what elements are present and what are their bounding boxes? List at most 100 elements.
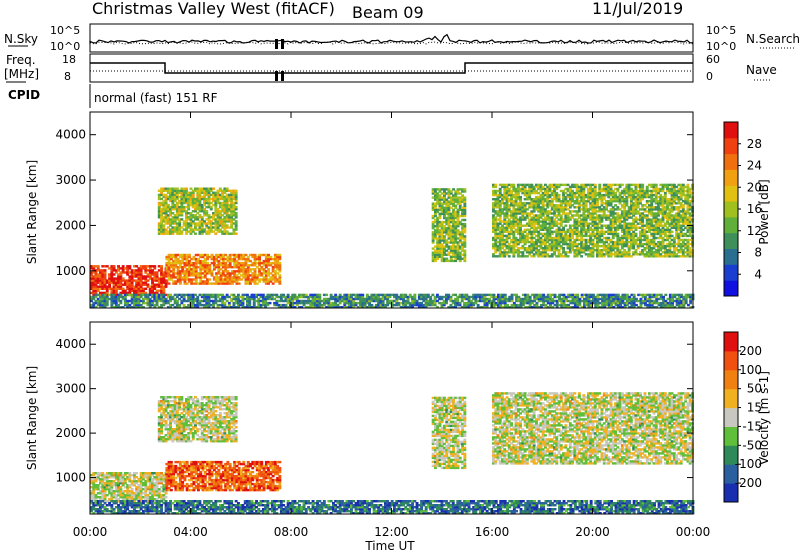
nave-tick-bottom: 0 <box>706 70 713 83</box>
power-cell <box>612 237 615 239</box>
power-cell <box>235 208 238 210</box>
power-cell <box>221 294 224 296</box>
power-cell <box>180 233 183 235</box>
noise-gap-marker <box>275 39 278 49</box>
noise-right-tick-bottom: 10^0 <box>706 40 736 53</box>
power-cell <box>596 202 599 204</box>
power-cell <box>128 265 131 267</box>
power-cell <box>585 202 588 204</box>
power-cell <box>459 260 462 262</box>
power-cell <box>463 225 466 227</box>
power-cell <box>188 254 191 256</box>
power-cell <box>104 294 107 296</box>
power-cell <box>278 274 281 276</box>
power-cell <box>594 184 597 186</box>
power-cell <box>439 215 442 217</box>
power-cell <box>457 211 460 213</box>
noise-right-tick-top: 10^5 <box>706 24 736 37</box>
freq-tick-bottom: 8 <box>64 70 71 83</box>
power-cell <box>176 188 179 190</box>
power-cell <box>190 233 193 235</box>
power-cell <box>278 282 281 284</box>
power-cell <box>463 239 466 241</box>
power-cell <box>262 294 265 296</box>
power-cell <box>463 254 466 256</box>
power-cell <box>156 302 159 304</box>
power-cell <box>206 258 209 260</box>
power-cell <box>226 230 229 232</box>
power-cell <box>463 196 466 198</box>
power-cell <box>153 265 156 267</box>
power-cell <box>564 225 567 227</box>
power-cell <box>135 265 138 267</box>
power-cell <box>235 194 238 196</box>
power-cell <box>226 270 229 272</box>
power-cell <box>104 271 107 273</box>
power-cell <box>183 304 186 306</box>
power-cell <box>689 202 692 204</box>
freq-label-2: [MHz] <box>4 67 39 81</box>
power-cell <box>223 302 226 304</box>
noise-left-label: N.Sky <box>4 32 38 46</box>
power-cell <box>610 202 613 204</box>
power-cell <box>122 265 125 267</box>
power-cell <box>553 251 556 253</box>
power-cell <box>650 202 653 204</box>
power-cell <box>226 294 229 296</box>
power-cell <box>272 282 275 284</box>
power-cell <box>655 184 658 186</box>
power-cell <box>569 251 572 253</box>
power-cell <box>494 184 497 186</box>
power-cell <box>519 198 522 200</box>
power-cell <box>253 302 256 304</box>
power-cell <box>185 188 188 190</box>
freq-gap-marker <box>281 71 284 81</box>
power-cell <box>628 251 631 253</box>
noise-left-tick-top: 10^5 <box>50 24 80 37</box>
power-cell <box>186 282 189 284</box>
power-cell <box>625 202 628 204</box>
freq-label-1: Freq. <box>6 53 36 67</box>
power-cell <box>180 214 183 216</box>
noise-left-tick-bottom: 10^0 <box>50 40 80 53</box>
power-cell <box>235 206 238 208</box>
power-cell <box>246 294 249 296</box>
power-cell <box>97 294 100 296</box>
power-cell <box>185 233 188 235</box>
power-cell <box>278 264 281 266</box>
power-cell <box>526 208 529 210</box>
power-cell <box>201 233 204 235</box>
power-cell <box>156 271 159 273</box>
power-cell <box>614 192 617 194</box>
power-cell <box>212 188 215 190</box>
power-cell <box>567 255 570 257</box>
freq-gap-marker <box>275 71 278 81</box>
nave-label: Nave <box>746 63 777 77</box>
power-cell <box>237 294 240 296</box>
power-cell <box>228 302 231 304</box>
power-cell <box>463 229 466 231</box>
power-cell <box>463 219 466 221</box>
power-cell <box>183 296 186 298</box>
power-cell <box>519 227 522 229</box>
power-cell <box>162 288 165 290</box>
power-cell <box>463 188 466 190</box>
power-cell <box>592 251 595 253</box>
power-cell <box>598 184 601 186</box>
date-label: 11/Jul/2019 <box>592 0 683 18</box>
power-cell <box>235 214 238 216</box>
power-cell <box>512 184 515 186</box>
power-cell <box>174 282 177 284</box>
power-cell <box>214 204 217 206</box>
power-cell <box>117 265 120 267</box>
power-cell <box>235 228 238 230</box>
power-cell <box>258 258 261 260</box>
power-cell <box>267 282 270 284</box>
power-cell <box>240 278 243 280</box>
power-cell <box>668 247 671 249</box>
power-cell <box>625 198 628 200</box>
power-cell <box>119 294 122 296</box>
power-cell <box>278 268 281 270</box>
power-cell <box>226 300 229 302</box>
freq-panel-frame <box>90 54 693 82</box>
